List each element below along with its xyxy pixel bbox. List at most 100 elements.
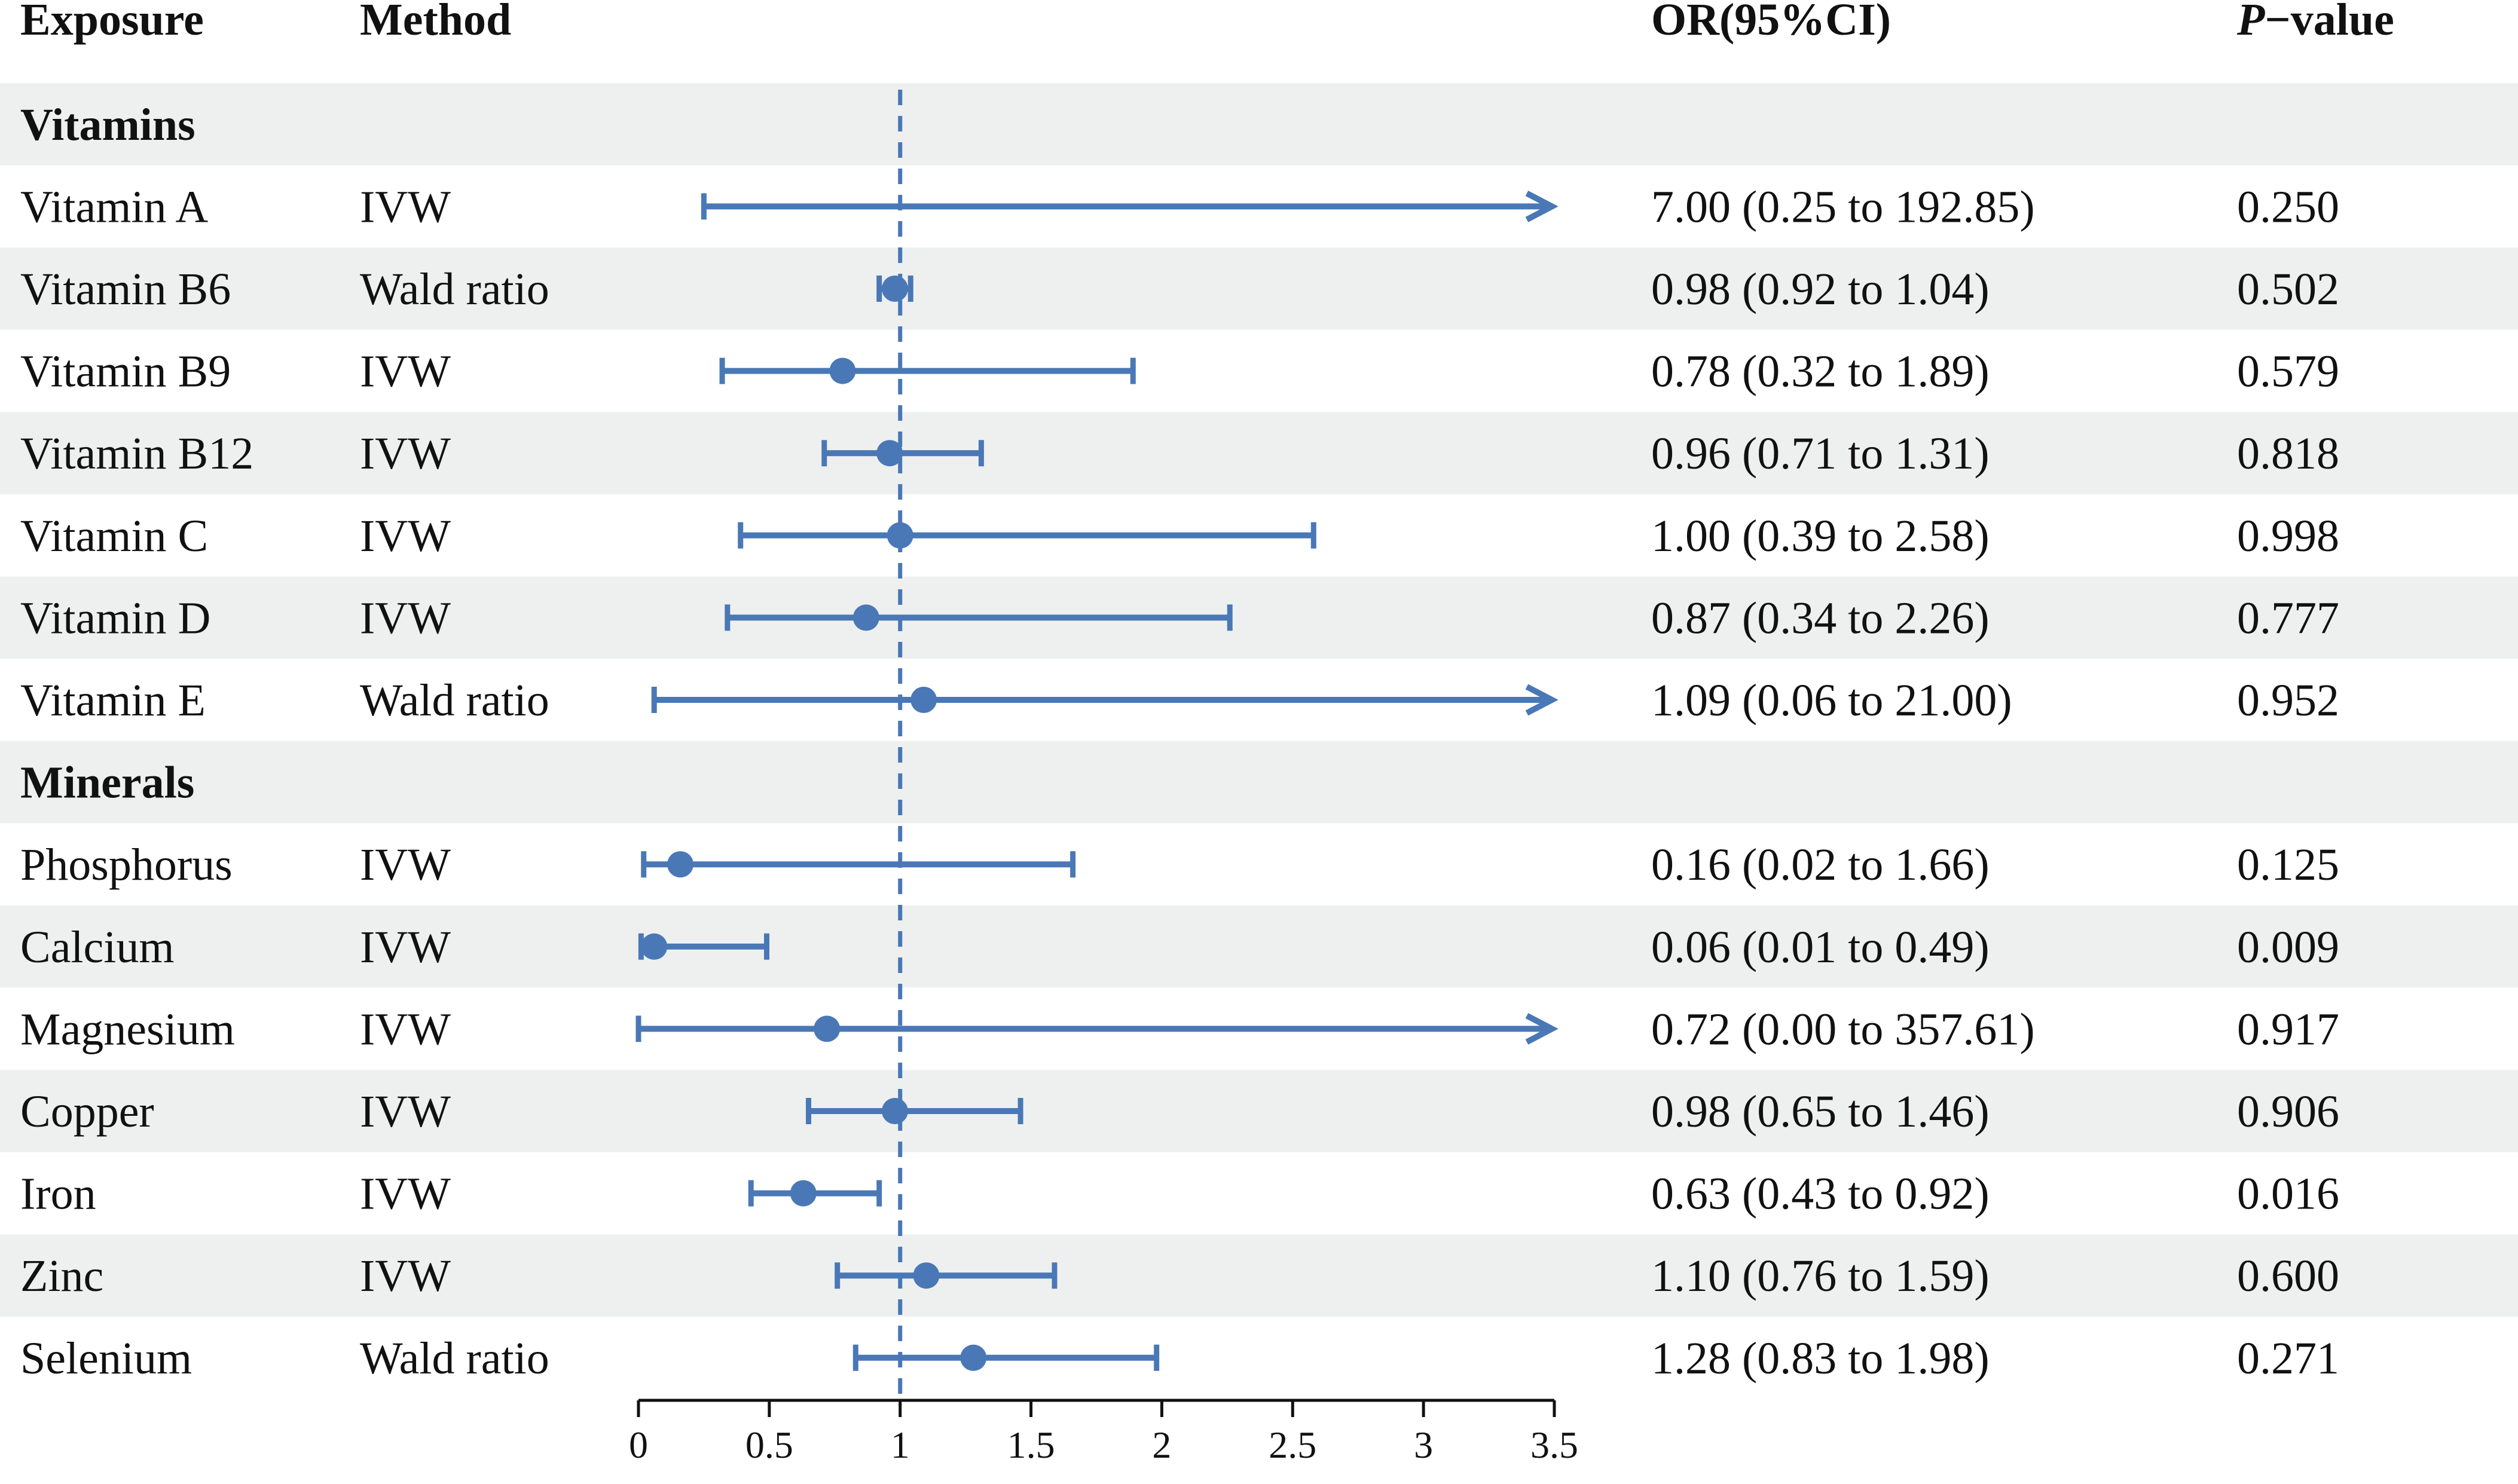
- ci-mark: [852, 1344, 1160, 1371]
- table-row: Copper IVW 0.98 (0.65 to 1.46) 0.906: [20, 1087, 2339, 1137]
- x-axis: 0 0.5 1 1.5 2 2.5 3 3.5: [629, 1399, 1578, 1466]
- or-ci-label: 0.63 (0.43 to 0.92): [1651, 1169, 1990, 1219]
- header-p-value: P−value: [2236, 0, 2394, 45]
- p-value-label: 0.250: [2237, 182, 2339, 232]
- method-label: IVW: [360, 593, 451, 643]
- ci-mark: [651, 684, 1559, 716]
- or-ci-label: 0.96 (0.71 to 1.31): [1651, 429, 1990, 479]
- group-heading: Vitamins: [20, 100, 195, 150]
- or-ci-label: 0.06 (0.01 to 0.49): [1651, 922, 1990, 972]
- ci-mark: [641, 851, 1076, 878]
- exposure-label: Copper: [20, 1087, 154, 1137]
- table-row: Vitamin D IVW 0.87 (0.34 to 2.26) 0.777: [20, 593, 2339, 643]
- or-ci-label: 0.72 (0.00 to 357.61): [1651, 1004, 2035, 1054]
- exposure-label: Calcium: [20, 922, 175, 972]
- table-row: Vitamin B12 IVW 0.96 (0.71 to 1.31) 0.818: [20, 429, 2339, 479]
- header-or-ci: OR(95%CI): [1651, 0, 1891, 45]
- or-ci-label: 0.98 (0.65 to 1.46): [1651, 1087, 1990, 1137]
- header-row: Exposure Method OR(95%CI) P−value: [20, 0, 2394, 45]
- point-estimate: [910, 687, 937, 713]
- row-band: [0, 412, 2518, 494]
- p-value-label: 0.125: [2237, 840, 2339, 890]
- ci-arrow-right: [1525, 684, 1559, 716]
- row-band: [0, 1234, 2518, 1317]
- header-exposure: Exposure: [20, 0, 204, 45]
- table-row: Vitamin E Wald ratio 1.09 (0.06 to 21.00) 0…: [20, 675, 2339, 726]
- row-band: [0, 247, 2518, 330]
- point-estimate: [881, 276, 908, 302]
- ci-arrow-right: [1525, 1012, 1559, 1045]
- p-value-label: 0.502: [2237, 264, 2339, 314]
- method-label: IVW: [360, 1169, 451, 1219]
- row-band: [0, 741, 2518, 824]
- ci-mark: [719, 357, 1136, 384]
- table-row: Magnesium IVW 0.72 (0.00 to 357.61) 0.917: [20, 1004, 2339, 1054]
- row-band: [0, 905, 2518, 988]
- x-tick-label: 3.5: [1530, 1424, 1578, 1466]
- method-label: IVW: [360, 511, 451, 561]
- x-tick-label: 0.5: [745, 1424, 793, 1466]
- point-estimate: [887, 522, 913, 549]
- method-label: IVW: [360, 347, 451, 397]
- exposure-label: Magnesium: [20, 1004, 235, 1054]
- or-ci-label: 1.10 (0.76 to 1.59): [1651, 1251, 1990, 1301]
- or-ci-label: 0.98 (0.92 to 1.04): [1651, 264, 1990, 314]
- table-row: Vitamin B6 Wald ratio 0.98 (0.92 to 1.04) 0…: [20, 264, 2339, 314]
- group-heading: Minerals: [20, 758, 194, 808]
- ci-mark: [821, 440, 984, 467]
- ci-mark: [638, 933, 769, 960]
- row-band: [0, 83, 2518, 166]
- row-band: [0, 1070, 2518, 1152]
- exposure-label: Vitamin B6: [20, 264, 231, 314]
- point-estimate: [790, 1180, 817, 1207]
- x-tick-label: 3: [1414, 1424, 1433, 1466]
- ci-mark: [701, 190, 1559, 222]
- point-estimate: [829, 357, 856, 384]
- or-ci-label: 1.09 (0.06 to 21.00): [1651, 675, 2012, 726]
- or-ci-label: 0.87 (0.34 to 2.26): [1651, 593, 1990, 643]
- method-label: Wald ratio: [360, 1333, 549, 1384]
- point-estimate: [814, 1015, 841, 1042]
- point-estimate: [852, 604, 879, 631]
- x-tick-label: 0: [629, 1424, 648, 1466]
- x-tick-label: 1.5: [1007, 1424, 1055, 1466]
- plot-area: [635, 90, 1559, 1405]
- p-value-label: 0.917: [2237, 1004, 2339, 1054]
- table-row: Zinc IVW 1.10 (0.76 to 1.59) 0.600: [20, 1251, 2339, 1301]
- point-estimate: [876, 440, 903, 467]
- p-value-label: 0.818: [2237, 429, 2339, 479]
- p-value-label: 0.906: [2237, 1087, 2339, 1137]
- exposure-label: Zinc: [20, 1251, 103, 1301]
- or-ci-label: 1.00 (0.39 to 2.58): [1651, 511, 1990, 561]
- method-label: IVW: [360, 922, 451, 972]
- header-p-letter: P: [2236, 0, 2265, 45]
- exposure-label: Vitamin D: [20, 593, 210, 643]
- ci-arrow-right: [1525, 190, 1559, 222]
- ci-mark: [748, 1180, 882, 1207]
- or-ci-label: 1.28 (0.83 to 1.98): [1651, 1333, 1990, 1384]
- point-estimate: [667, 851, 694, 878]
- p-value-label: 0.600: [2237, 1251, 2339, 1301]
- row-band: [0, 576, 2518, 659]
- point-estimate: [960, 1344, 987, 1371]
- ci-mark: [835, 1262, 1058, 1289]
- p-value-label: 0.998: [2237, 511, 2339, 561]
- x-tick-label: 2.5: [1269, 1424, 1316, 1466]
- exposure-label: Vitamin B9: [20, 347, 231, 397]
- or-ci-label: 0.78 (0.32 to 1.89): [1651, 347, 1990, 397]
- exposure-label: Vitamin C: [20, 511, 208, 561]
- exposure-label: Vitamin E: [20, 675, 206, 726]
- exposure-label: Vitamin A: [20, 182, 208, 232]
- table-row: Selenium Wald ratio 1.28 (0.83 to 1.98) 0.2…: [20, 1333, 2339, 1384]
- exposure-label: Phosphorus: [20, 840, 233, 890]
- method-label: IVW: [360, 840, 451, 890]
- table-row: Vitamin B9 IVW 0.78 (0.32 to 1.89) 0.579: [20, 347, 2339, 397]
- point-estimate: [881, 1098, 908, 1124]
- table-row: Calcium IVW 0.06 (0.01 to 0.49) 0.009: [20, 922, 2339, 972]
- x-tick-label: 2: [1152, 1424, 1171, 1466]
- or-ci-label: 0.16 (0.02 to 1.66): [1651, 840, 1990, 890]
- table-row: Iron IVW 0.63 (0.43 to 0.92) 0.016: [20, 1169, 2339, 1219]
- exposure-label: Vitamin B12: [20, 429, 253, 479]
- table-rows: Vitamins Vitamin A IVW 7.00 (0.25 to 192.85…: [20, 100, 2339, 1384]
- x-tick-label: 1: [891, 1424, 910, 1466]
